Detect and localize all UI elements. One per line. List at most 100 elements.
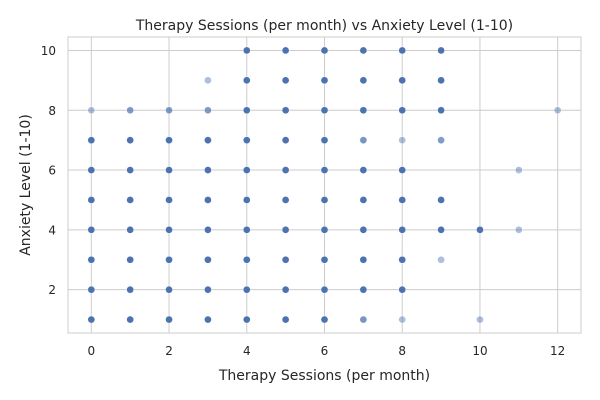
scatter-point <box>165 225 173 234</box>
scatter-point <box>476 315 484 324</box>
scatter-point <box>281 225 290 234</box>
scatter-point <box>87 285 96 294</box>
scatter-point <box>398 255 407 264</box>
x-tick-label: 8 <box>398 344 406 358</box>
scatter-point <box>165 196 173 204</box>
scatter-point <box>204 106 212 115</box>
scatter-point <box>398 106 407 115</box>
scatter-point <box>359 166 368 174</box>
scatter-point <box>242 285 251 294</box>
scatter-point <box>320 285 329 294</box>
scatter-point <box>126 196 135 204</box>
x-tick-label: 10 <box>472 344 487 358</box>
scatter-point <box>87 225 96 234</box>
scatter-point <box>359 315 368 324</box>
x-tick-label: 4 <box>243 344 251 358</box>
scatter-point <box>281 166 290 174</box>
scatter-point <box>242 76 251 85</box>
scatter-point <box>359 196 368 204</box>
scatter-point <box>359 76 368 85</box>
scatter-point <box>437 106 445 115</box>
scatter-point <box>204 225 212 234</box>
scatter-point <box>281 76 290 85</box>
scatter-point <box>320 46 329 55</box>
scatter-point <box>281 255 290 264</box>
scatter-point <box>514 225 523 234</box>
scatter-point <box>242 136 251 145</box>
scatter-point <box>320 315 329 324</box>
y-tick-label: 2 <box>48 283 56 297</box>
scatter-point <box>281 285 290 294</box>
scatter-point <box>126 285 135 294</box>
scatter-point <box>165 106 173 115</box>
scatter-point <box>204 166 212 174</box>
scatter-point <box>437 46 445 55</box>
scatter-point <box>320 166 329 174</box>
scatter-point <box>437 225 445 234</box>
x-tick-label: 12 <box>550 344 565 358</box>
scatter-point <box>204 196 212 204</box>
scatter-point <box>165 315 173 324</box>
y-tick-label: 4 <box>48 223 56 237</box>
scatter-point <box>87 196 96 204</box>
scatter-point <box>359 46 368 55</box>
scatter-point <box>126 136 135 145</box>
scatter-point <box>320 136 329 145</box>
scatter-point <box>165 285 173 294</box>
scatter-point <box>281 106 290 115</box>
scatter-point <box>126 315 135 324</box>
scatter-point <box>242 106 251 115</box>
y-tick-label: 6 <box>48 164 56 178</box>
chart-title: Therapy Sessions (per month) vs Anxiety … <box>135 18 513 34</box>
scatter-point <box>398 136 407 145</box>
scatter-point <box>437 255 445 264</box>
scatter-point <box>398 225 407 234</box>
scatter-point <box>359 255 368 264</box>
x-axis-label: Therapy Sessions (per month) <box>218 368 430 384</box>
scatter-point <box>204 255 212 264</box>
scatter-point <box>281 136 290 145</box>
scatter-point <box>398 46 407 55</box>
scatter-point <box>281 46 290 55</box>
scatter-point <box>242 255 251 264</box>
scatter-point <box>359 106 368 115</box>
x-tick-label: 6 <box>321 344 329 358</box>
scatter-point <box>204 285 212 294</box>
scatter-point <box>437 76 445 85</box>
scatter-point <box>398 315 407 324</box>
plot-frame <box>67 36 582 334</box>
scatter-point <box>320 225 329 234</box>
scatter-point <box>398 76 407 85</box>
scatter-point <box>553 106 562 115</box>
scatter-point <box>126 166 135 174</box>
scatter-point <box>437 136 445 145</box>
scatter-point <box>204 315 212 324</box>
scatter-point <box>204 136 212 145</box>
scatter-point <box>165 136 173 145</box>
scatter-point <box>204 76 212 85</box>
scatter-point <box>320 76 329 85</box>
scatter-point <box>87 315 96 324</box>
scatter-point <box>87 166 96 174</box>
scatter-point <box>398 166 407 174</box>
scatter-point <box>126 225 135 234</box>
scatter-point <box>320 106 329 115</box>
scatter-point <box>359 225 368 234</box>
scatter-point <box>476 225 484 234</box>
scatter-point <box>242 315 251 324</box>
scatter-point <box>87 106 96 115</box>
scatter-point <box>398 285 407 294</box>
ticks-layer: 0 2 4 6 8 10 12 2 4 6 8 10 <box>41 44 566 358</box>
scatter-point <box>242 46 251 55</box>
scatter-point <box>126 255 135 264</box>
scatter-point <box>126 106 135 115</box>
y-axis-label: Anxiety Level (1-10) <box>18 114 34 256</box>
scatter-point <box>87 136 96 145</box>
y-tick-label: 10 <box>41 44 56 58</box>
scatter-point <box>165 166 173 174</box>
scatter-point <box>281 315 290 324</box>
scatter-point <box>242 196 251 204</box>
scatter-point <box>359 285 368 294</box>
scatter-point <box>320 196 329 204</box>
